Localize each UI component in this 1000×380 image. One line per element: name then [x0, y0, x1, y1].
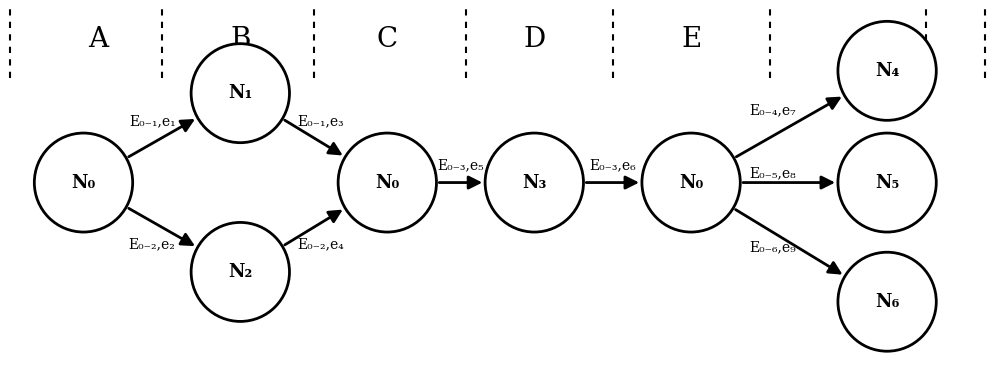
- Ellipse shape: [34, 133, 133, 232]
- Ellipse shape: [838, 133, 936, 232]
- Text: B: B: [230, 26, 251, 53]
- Text: F: F: [868, 26, 887, 53]
- Text: E₀₋₅,e₈: E₀₋₅,e₈: [749, 166, 796, 180]
- Text: E₀₋₃,e₆: E₀₋₃,e₆: [589, 159, 636, 173]
- Text: C: C: [377, 26, 398, 53]
- Ellipse shape: [191, 44, 289, 142]
- Text: N₆: N₆: [875, 293, 899, 311]
- Text: N₀: N₀: [679, 174, 703, 192]
- Ellipse shape: [338, 133, 436, 232]
- Text: N₂: N₂: [228, 263, 252, 281]
- Text: A: A: [88, 26, 108, 53]
- Text: N₄: N₄: [875, 62, 899, 80]
- Text: E₀₋₂,e₂: E₀₋₂,e₂: [129, 237, 176, 251]
- Text: E₀₋₁,e₁: E₀₋₁,e₁: [129, 114, 175, 128]
- Ellipse shape: [191, 222, 289, 321]
- Text: N₀: N₀: [375, 174, 399, 192]
- Text: E₀₋₁,e₃: E₀₋₁,e₃: [297, 114, 344, 128]
- Text: E₀₋₃,e₅: E₀₋₃,e₅: [437, 159, 484, 173]
- Text: E₀₋₂,e₄: E₀₋₂,e₄: [297, 237, 344, 251]
- Text: E: E: [681, 26, 701, 53]
- Ellipse shape: [485, 133, 583, 232]
- Text: N₃: N₃: [522, 174, 546, 192]
- Text: E₀₋₄,e₇: E₀₋₄,e₇: [749, 103, 796, 117]
- Ellipse shape: [838, 252, 936, 351]
- Text: N₅: N₅: [875, 174, 899, 192]
- Text: N₀: N₀: [71, 174, 96, 192]
- Text: N₁: N₁: [228, 84, 252, 102]
- Ellipse shape: [642, 133, 740, 232]
- Ellipse shape: [838, 21, 936, 120]
- Text: E₀₋₆,e₉: E₀₋₆,e₉: [749, 241, 796, 255]
- Text: D: D: [523, 26, 545, 53]
